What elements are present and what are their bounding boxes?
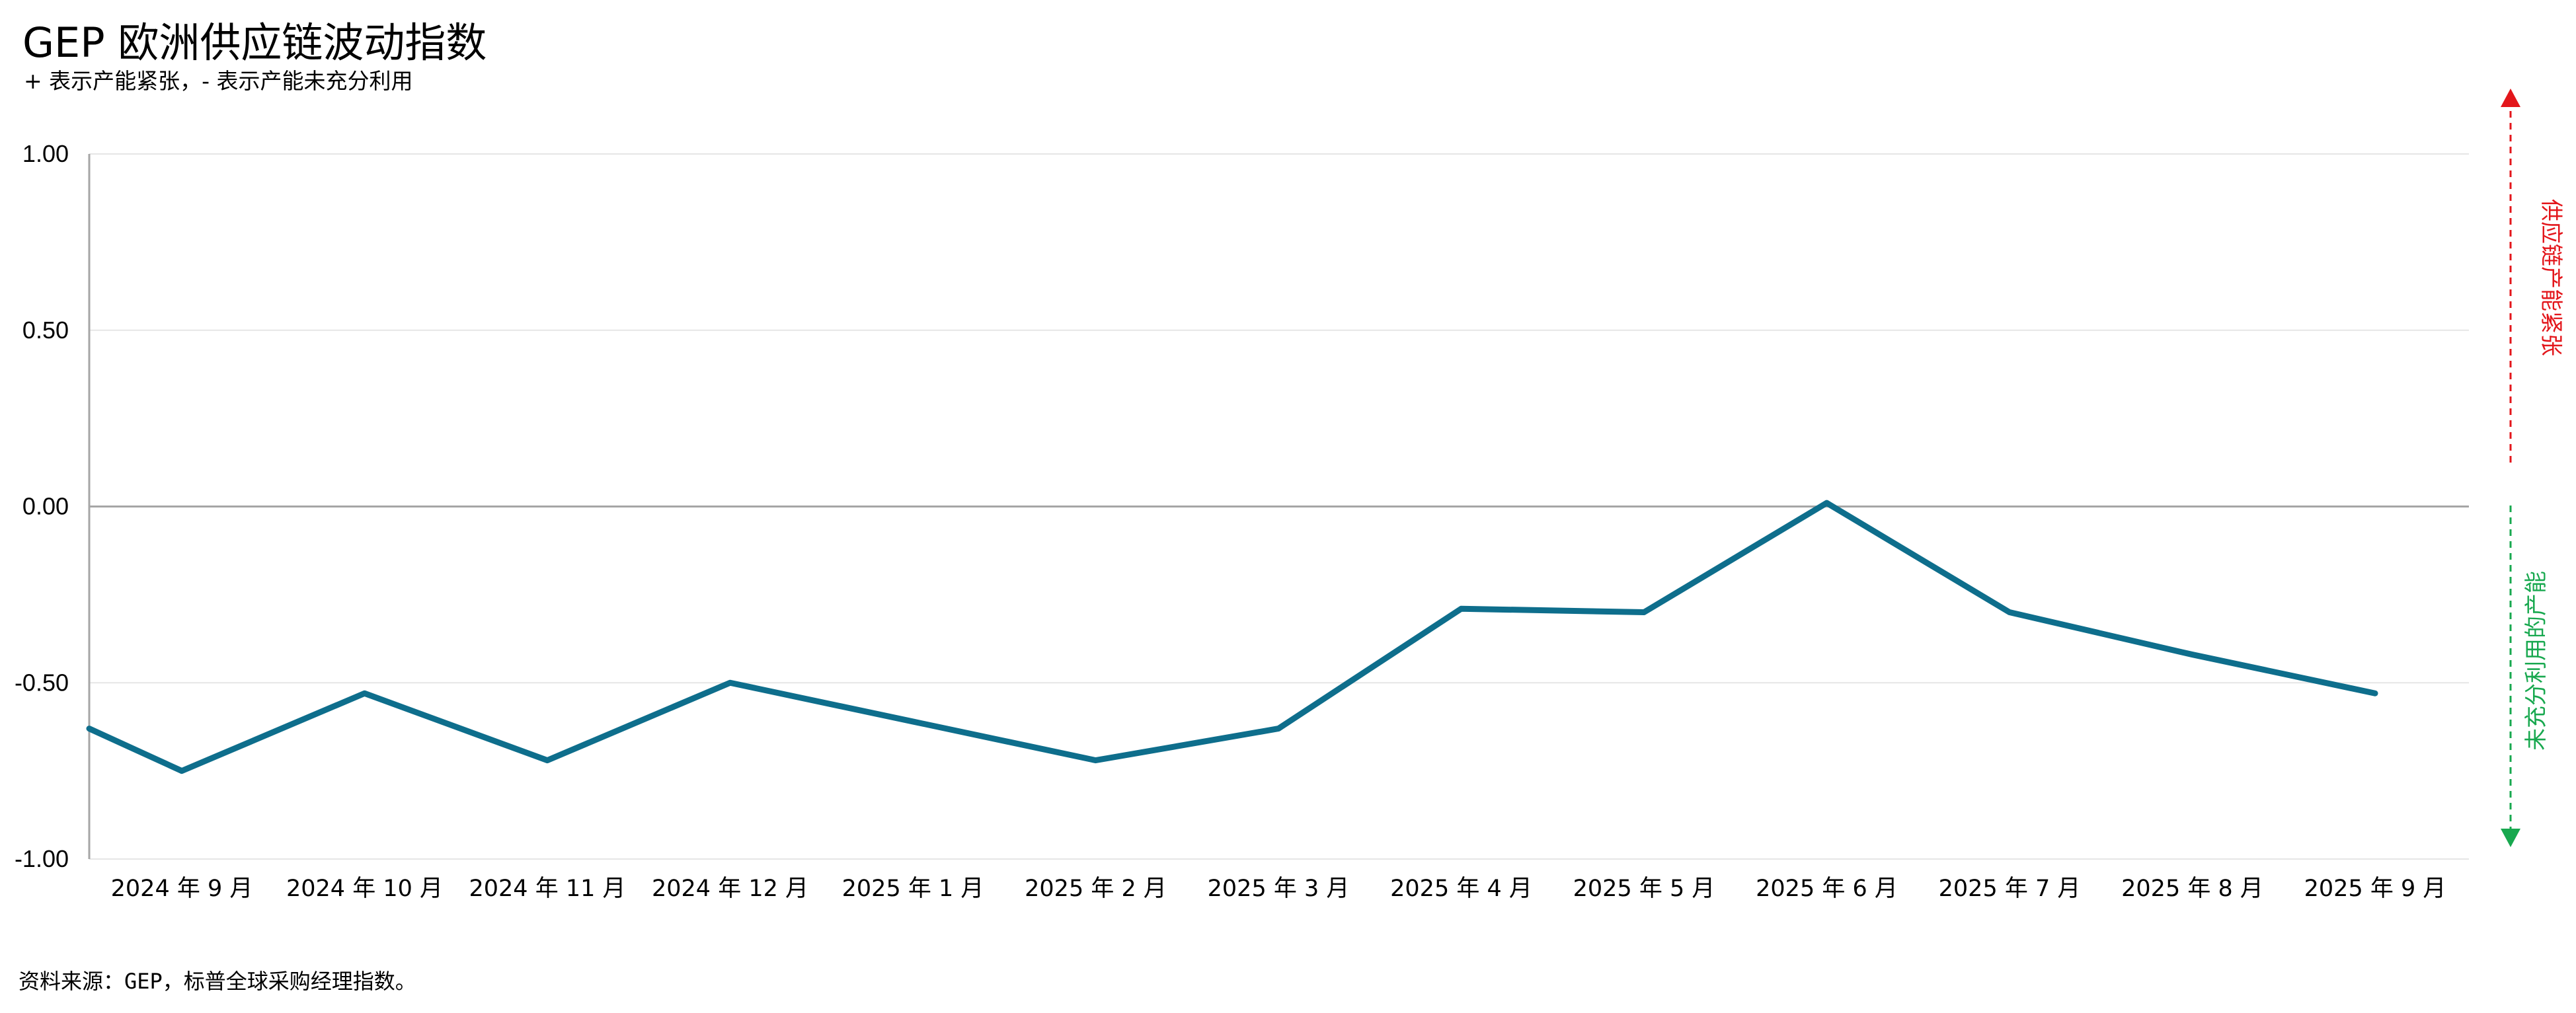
chart-subtitle: + 表示产能紧张，- 表示产能未充分利用 bbox=[24, 68, 413, 94]
up-arrow-icon bbox=[2501, 89, 2520, 107]
gridlines bbox=[89, 153, 2469, 860]
x-tick-label: 2024 年 9 月 bbox=[111, 876, 253, 902]
x-tick-label: 2025 年 8 月 bbox=[2121, 876, 2263, 902]
down-arrow-icon bbox=[2501, 829, 2520, 847]
chart-title: GEP 欧洲供应链波动指数 bbox=[22, 19, 487, 67]
y-tick-label: 0.50 bbox=[22, 317, 69, 344]
x-tick-label: 2025 年 1 月 bbox=[842, 876, 984, 902]
x-tick-label: 2024 年 10 月 bbox=[286, 876, 443, 902]
x-tick-label: 2025 年 5 月 bbox=[1573, 876, 1715, 902]
series-line bbox=[86, 500, 2378, 774]
x-axis-ticks: 2024 年 9 月 2024 年 10 月 2024 年 11 月 2024 年 1… bbox=[111, 876, 2446, 902]
x-tick-label: 2024 年 11 月 bbox=[469, 876, 626, 902]
spare-capacity-label: 未充分利用的产能 bbox=[2523, 571, 2550, 751]
y-tick-label: -1.00 bbox=[15, 845, 69, 872]
x-tick-label: 2025 年 3 月 bbox=[1208, 876, 1350, 902]
x-tick-label: 2025 年 2 月 bbox=[1025, 876, 1167, 902]
chart-source: 资料来源：GEP，标普全球采购经理指数。 bbox=[19, 969, 416, 994]
y-tick-label: 1.00 bbox=[22, 140, 69, 167]
x-tick-label: 2025 年 6 月 bbox=[1756, 876, 1898, 902]
x-tick-label: 2024 年 12 月 bbox=[652, 876, 808, 902]
x-tick-label: 2025 年 9 月 bbox=[2304, 876, 2446, 902]
x-tick-label: 2025 年 4 月 bbox=[1390, 876, 1532, 902]
x-tick-label: 2025 年 7 月 bbox=[1939, 876, 2081, 902]
capacity-tight-label: 供应链产能紧张 bbox=[2538, 199, 2564, 356]
y-tick-label: -0.50 bbox=[15, 669, 69, 696]
y-axis-ticks: 1.00 0.50 0.00 -0.50 -1.00 bbox=[15, 140, 69, 872]
y-tick-label: 0.00 bbox=[22, 493, 69, 520]
